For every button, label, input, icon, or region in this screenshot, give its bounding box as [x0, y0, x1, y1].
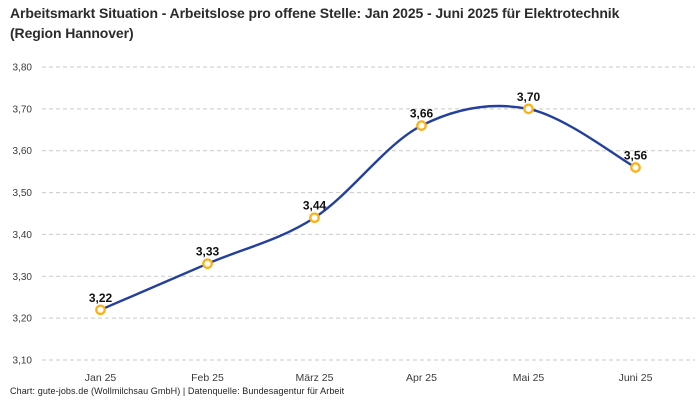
data-point-marker[interactable]: [202, 258, 213, 270]
data-point-label: 3,70: [517, 90, 541, 104]
data-point-label: 3,33: [196, 245, 220, 259]
x-axis-label: Feb 25: [191, 372, 224, 384]
data-point-marker[interactable]: [95, 304, 106, 316]
data-point-label: 3,44: [303, 199, 327, 213]
data-point-marker[interactable]: [523, 103, 534, 115]
x-axis-label: Mai 25: [513, 372, 545, 384]
attribution-text: Chart: gute-jobs.de (Wollmilchsau GmbH) …: [10, 386, 345, 396]
data-point-label: 3,56: [624, 149, 648, 163]
y-axis-label: 3,50: [13, 188, 33, 199]
x-axis-label: Jan 25: [85, 372, 117, 384]
x-axis-label: Juni 25: [619, 372, 653, 384]
y-axis-label: 3,20: [13, 314, 33, 325]
data-point-label: 3,66: [410, 107, 434, 121]
trend-line: [99, 104, 637, 311]
y-axis-label: 3,40: [13, 230, 33, 241]
chart-title: Arbeitsmarkt Situation - Arbeitslose pro…: [10, 5, 620, 41]
y-axis-label: 3,30: [13, 272, 33, 283]
x-axis-label: März 25: [296, 372, 334, 384]
y-axis-label: 3,60: [13, 146, 33, 157]
data-point-marker[interactable]: [309, 212, 320, 224]
y-axis-label: 3,80: [13, 63, 33, 74]
data-point-marker[interactable]: [416, 120, 427, 131]
y-axis-label: 3,70: [13, 104, 33, 115]
x-axis-label: Apr 25: [406, 372, 437, 384]
y-axis-label: 3,10: [13, 356, 33, 367]
data-point-label: 3,22: [89, 291, 113, 305]
data-point-marker[interactable]: [630, 162, 641, 173]
